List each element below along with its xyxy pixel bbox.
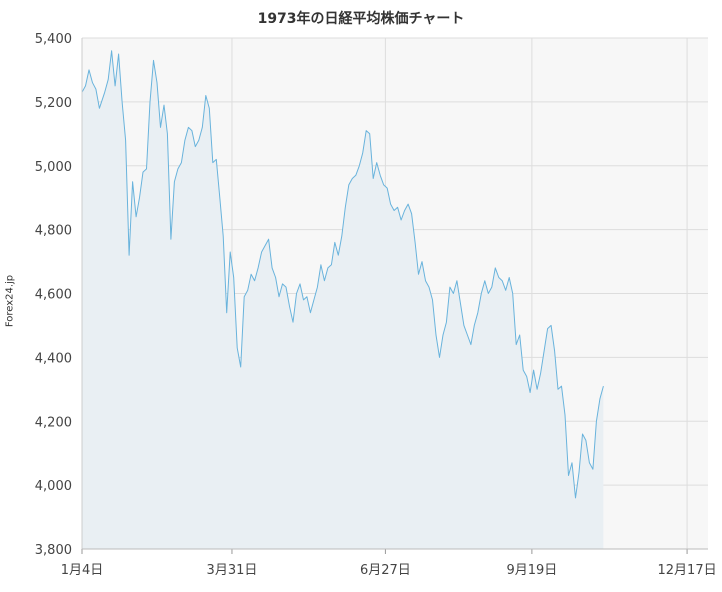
x-tick-label: 1月4日 [61, 563, 104, 578]
series-area [82, 50, 604, 550]
y-tick-label: 5,200 [35, 96, 72, 111]
y-tick-label: 4,000 [35, 479, 72, 494]
y-tick-label: 3,800 [35, 543, 72, 558]
series-layer [81, 50, 604, 550]
x-tick-label: 9月19日 [506, 563, 557, 578]
y-tick-label: 4,600 [35, 288, 72, 303]
series-line [81, 50, 604, 499]
y-tick-label: 4,200 [35, 415, 72, 430]
y-tick-label: 4,800 [35, 224, 72, 239]
y-tick-label: 5,000 [35, 160, 72, 175]
y-tick-label: 5,400 [35, 32, 72, 47]
x-tick-label: 12月17日 [658, 563, 717, 578]
chart-title: 1973年の日経平均株価チャート [257, 11, 465, 27]
x-tick-label: 6月27日 [360, 563, 411, 578]
x-tick-label: 3月31日 [207, 563, 258, 578]
y-tick-label: 4,400 [35, 351, 72, 366]
axes: 3,800 4,000 4,200 4,400 4,600 4,800 5,000 5,200… [35, 32, 717, 578]
